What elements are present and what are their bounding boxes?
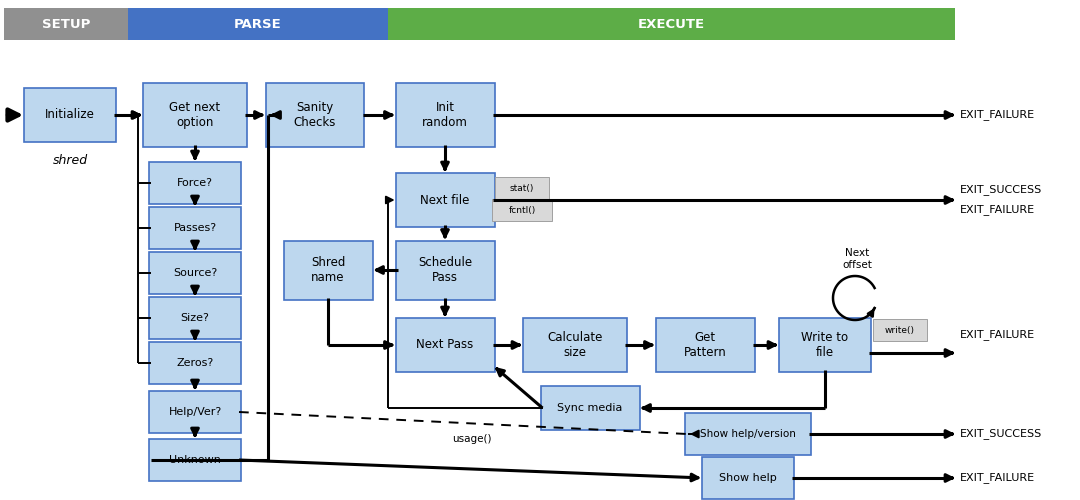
FancyBboxPatch shape	[266, 83, 364, 147]
Text: Force?: Force?	[177, 178, 213, 188]
Text: Sync media: Sync media	[557, 403, 623, 413]
Text: Source?: Source?	[173, 268, 217, 278]
Text: Passes?: Passes?	[174, 223, 217, 233]
FancyBboxPatch shape	[395, 318, 495, 372]
Text: Get next
option: Get next option	[170, 101, 220, 129]
FancyBboxPatch shape	[779, 318, 870, 372]
Text: EXIT_FAILURE: EXIT_FAILURE	[960, 330, 1035, 340]
Text: Next Pass: Next Pass	[417, 338, 474, 351]
FancyBboxPatch shape	[149, 439, 241, 481]
FancyBboxPatch shape	[540, 386, 639, 430]
Text: Write to
file: Write to file	[801, 331, 849, 359]
Text: EXIT_SUCCESS: EXIT_SUCCESS	[960, 184, 1042, 196]
Text: Init
random: Init random	[422, 101, 468, 129]
Text: Help/Ver?: Help/Ver?	[168, 407, 221, 417]
FancyBboxPatch shape	[492, 199, 552, 221]
Text: EXIT_SUCCESS: EXIT_SUCCESS	[960, 428, 1042, 440]
Text: write(): write()	[885, 326, 915, 334]
Text: SETUP: SETUP	[42, 18, 91, 30]
Text: usage(): usage()	[451, 434, 491, 444]
FancyBboxPatch shape	[685, 413, 811, 455]
FancyBboxPatch shape	[149, 391, 241, 433]
Text: Size?: Size?	[180, 313, 210, 323]
Text: Show help: Show help	[719, 473, 777, 483]
FancyBboxPatch shape	[24, 88, 116, 142]
Text: fcntl(): fcntl()	[509, 206, 536, 214]
Text: Schedule
Pass: Schedule Pass	[418, 256, 472, 284]
FancyBboxPatch shape	[656, 318, 755, 372]
FancyBboxPatch shape	[388, 8, 955, 40]
Text: EXIT_FAILURE: EXIT_FAILURE	[960, 204, 1035, 216]
Text: Next file: Next file	[420, 194, 470, 206]
FancyBboxPatch shape	[4, 8, 129, 40]
Text: EXIT_FAILURE: EXIT_FAILURE	[960, 110, 1035, 120]
Text: Zeros?: Zeros?	[176, 358, 214, 368]
Text: PARSE: PARSE	[234, 18, 282, 30]
FancyBboxPatch shape	[523, 318, 627, 372]
Text: Unknown: Unknown	[170, 455, 221, 465]
Text: Show help/version: Show help/version	[700, 429, 796, 439]
FancyBboxPatch shape	[149, 207, 241, 249]
Text: Next
offset: Next offset	[842, 248, 872, 270]
FancyBboxPatch shape	[149, 297, 241, 339]
FancyBboxPatch shape	[149, 342, 241, 384]
FancyBboxPatch shape	[495, 177, 549, 199]
FancyBboxPatch shape	[395, 83, 495, 147]
FancyBboxPatch shape	[283, 240, 373, 300]
Text: EXIT_FAILURE: EXIT_FAILURE	[960, 472, 1035, 484]
Text: Initialize: Initialize	[45, 108, 95, 122]
Text: Calculate
size: Calculate size	[548, 331, 603, 359]
FancyBboxPatch shape	[395, 240, 495, 300]
Text: shred: shred	[53, 154, 87, 166]
FancyBboxPatch shape	[143, 83, 247, 147]
FancyBboxPatch shape	[149, 252, 241, 294]
FancyBboxPatch shape	[873, 319, 927, 341]
Text: stat(): stat()	[510, 184, 535, 192]
Text: Get
Pattern: Get Pattern	[684, 331, 727, 359]
Text: Shred
name: Shred name	[311, 256, 346, 284]
FancyBboxPatch shape	[149, 162, 241, 204]
FancyBboxPatch shape	[395, 173, 495, 227]
FancyBboxPatch shape	[129, 8, 388, 40]
Text: Sanity
Checks: Sanity Checks	[294, 101, 336, 129]
FancyBboxPatch shape	[702, 457, 794, 499]
Text: EXECUTE: EXECUTE	[638, 18, 705, 30]
